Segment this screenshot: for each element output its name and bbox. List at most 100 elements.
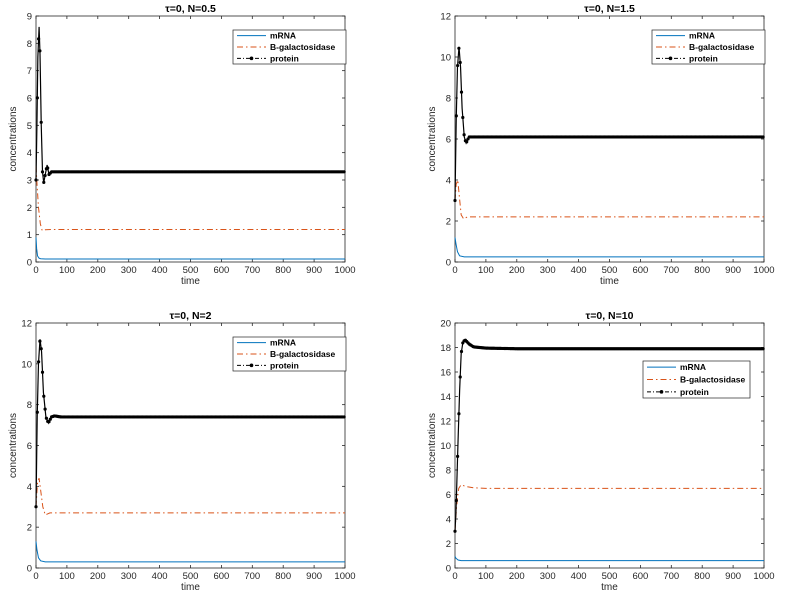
- series-markers-protein: [34, 339, 346, 509]
- y-tick-label: 10: [440, 441, 451, 452]
- series-line-b-galactosidase: [454, 179, 764, 220]
- y-axis-label: concentrations: [8, 413, 19, 478]
- x-axis-label: time: [181, 276, 200, 287]
- y-tick-label: 6: [27, 94, 32, 105]
- chart-title: τ=0, N=1.5: [584, 3, 635, 15]
- data-point: [37, 360, 41, 364]
- data-point: [38, 339, 42, 343]
- y-tick-label: 12: [21, 319, 32, 330]
- y-tick-label: 12: [440, 417, 451, 428]
- data-point: [462, 133, 466, 137]
- y-axis-label: concentrations: [427, 106, 438, 171]
- legend-marker: [249, 363, 254, 368]
- x-tick-label: 700: [663, 571, 679, 582]
- y-tick-label: 8: [446, 466, 451, 477]
- y-tick-label: 2: [27, 523, 32, 534]
- y-tick-label: 0: [446, 258, 451, 269]
- y-tick-label: 20: [440, 319, 451, 330]
- data-point: [458, 375, 462, 379]
- x-tick-label: 100: [478, 571, 494, 582]
- data-point: [459, 90, 464, 94]
- data-point: [456, 454, 460, 458]
- y-tick-label: 0: [446, 564, 451, 575]
- y-tick-label: 10: [440, 53, 451, 64]
- x-tick-label: 100: [59, 265, 75, 276]
- x-tick-label: 300: [540, 571, 556, 582]
- x-tick-label: 300: [121, 571, 137, 582]
- series-markers-protein: [453, 338, 765, 533]
- y-axis-label: concentrations: [427, 413, 438, 478]
- data-point: [465, 140, 469, 144]
- data-point: [37, 37, 41, 41]
- x-tick-label: 600: [632, 571, 648, 582]
- x-tick-label: 500: [602, 571, 618, 582]
- series-markers-protein: [34, 37, 346, 184]
- data-point: [43, 173, 47, 178]
- x-tick-label: 600: [213, 571, 229, 582]
- x-axis-label: time: [181, 582, 200, 593]
- chart-panel-4: 0 100 200 300 400 500 600 700 800 900 1000 0 2 4 6 8 10 1…: [427, 310, 775, 593]
- data-point: [342, 170, 346, 174]
- data-point: [457, 46, 461, 50]
- y-tick-label: 0: [27, 258, 32, 269]
- legend-label: B-galactosidase: [689, 42, 754, 52]
- legend-label: protein: [689, 53, 718, 63]
- data-point: [342, 415, 346, 419]
- x-tick-label: 600: [213, 265, 229, 276]
- data-point: [457, 412, 461, 416]
- data-point: [35, 410, 39, 414]
- x-tick-label: 1000: [753, 571, 774, 582]
- x-tick-label: 900: [725, 265, 741, 276]
- y-axis-label: concentrations: [8, 106, 19, 171]
- x-tick-label: 800: [275, 265, 291, 276]
- chart-title: τ=0, N=10: [586, 310, 634, 322]
- y-tick-label: 6: [27, 441, 32, 452]
- legend-label: B-galactosidase: [270, 349, 335, 359]
- legend-label: mRNA: [270, 338, 296, 348]
- y-tick-label: 18: [440, 343, 451, 354]
- data-point: [453, 198, 457, 203]
- series-line-mrna: [35, 237, 345, 260]
- y-tick-label: 16: [440, 368, 451, 379]
- x-tick-label: 0: [33, 265, 38, 276]
- chart-panel-1: 0 100 200 300 400 500 600 700 800 900 1000 0 1 2 3 4 5 6 7…: [8, 3, 356, 287]
- data-point: [454, 114, 458, 118]
- x-tick-label: 700: [244, 571, 260, 582]
- series-line-b-galactosidase: [35, 166, 345, 232]
- x-tick-label: 300: [121, 265, 137, 276]
- x-tick-label: 900: [306, 571, 322, 582]
- x-tick-label: 800: [275, 571, 291, 582]
- x-axis-label: time: [600, 276, 619, 287]
- series-line-mrna: [454, 237, 764, 258]
- data-point: [42, 180, 46, 184]
- y-tick-label: 2: [446, 217, 451, 228]
- y-tick-label: 7: [27, 66, 32, 77]
- y-tick-label: 4: [446, 176, 451, 187]
- axes-box: [454, 322, 765, 569]
- x-tick-label: 800: [694, 265, 710, 276]
- data-point: [39, 120, 43, 124]
- series-markers-protein: [453, 46, 765, 203]
- series-line-mrna: [35, 541, 345, 563]
- y-tick-label: 2: [27, 203, 32, 214]
- x-tick-label: 400: [152, 571, 168, 582]
- x-tick-label: 100: [478, 265, 494, 276]
- x-tick-label: 0: [33, 571, 38, 582]
- legend-label: mRNA: [689, 31, 715, 41]
- data-point: [454, 498, 458, 503]
- data-point: [48, 417, 52, 421]
- x-tick-label: 200: [509, 571, 525, 582]
- y-tick-label: 9: [27, 12, 32, 23]
- data-point: [40, 370, 45, 374]
- data-point: [453, 529, 457, 533]
- data-point: [38, 49, 42, 53]
- x-tick-label: 600: [632, 265, 648, 276]
- y-tick-label: 2: [446, 539, 451, 550]
- chart-panel-3: 0 100 200 300 400 500 600 700 800 900 1000 0 2 4 6 8 10 1…: [8, 310, 356, 593]
- legend-label: protein: [270, 53, 299, 63]
- chart-title: τ=0, N=0.5: [165, 3, 216, 15]
- y-tick-label: 8: [27, 39, 32, 50]
- data-point: [761, 135, 765, 139]
